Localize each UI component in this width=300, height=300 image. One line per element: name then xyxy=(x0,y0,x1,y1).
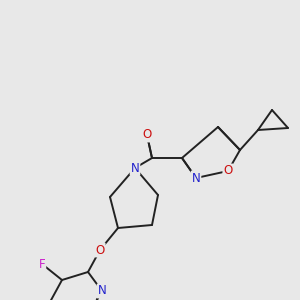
Text: F: F xyxy=(39,257,45,271)
Text: N: N xyxy=(98,284,106,298)
Text: O: O xyxy=(95,244,105,256)
Text: N: N xyxy=(130,161,140,175)
Text: O: O xyxy=(224,164,232,178)
Text: O: O xyxy=(142,128,152,142)
Text: N: N xyxy=(192,172,200,184)
